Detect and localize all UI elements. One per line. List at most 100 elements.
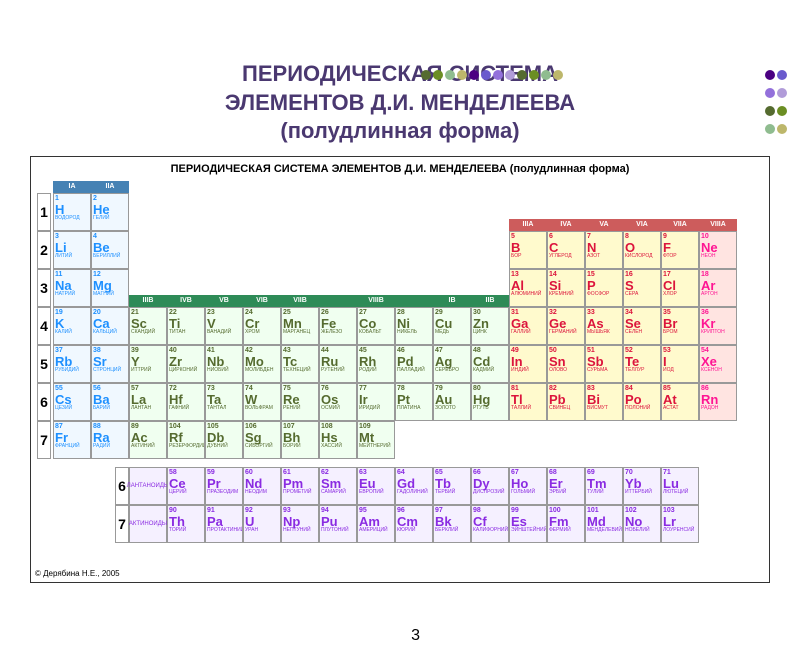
element-Cs: 55CsЦЕЗИЙ [53,383,91,421]
element-Li: 3LiЛИТИЙ [53,231,91,269]
element-Bk: 97BkБЕРКЛИЙ [433,505,471,543]
element-Md: 101MdМЕНДЕЛЕВИЙ [585,505,623,543]
element-Pm: 61PmПРОМЕТИЙ [281,467,319,505]
element-Cl: 17ClХЛОР [661,269,699,307]
element-He: 2HeГЕЛИЙ [91,193,129,231]
element-Cf: 98CfКАЛИФОРНИЙ [471,505,509,543]
group-label-IB: IB [433,295,471,307]
element-Ni: 28NiНИКЕЛЬ [395,307,433,345]
element-Ce: 58CeЦЕРИЙ [167,467,205,505]
element-Hs: 108HsХАССИЙ [319,421,357,459]
element-Se: 34SeСЕЛЕН [623,307,661,345]
element-Nb: 41NbНИОБИЙ [205,345,243,383]
group-label-viiib [395,295,433,307]
page-number: 3 [411,627,420,645]
element-Be: 4BeБЕРИЛЛИЙ [91,231,129,269]
element-Sr: 38SrСТРОНЦИЙ [91,345,129,383]
element-P: 15PФОСФОР [585,269,623,307]
title-line-3: (полудлинная форма) [0,117,800,146]
element-Ca: 20CaКАЛЬЦИЙ [91,307,129,345]
period-label-6: 6 [37,383,51,421]
period-label-1: 1 [37,193,51,231]
decorative-dots-right [764,68,792,140]
group-label-VIIIB: VIIIB [357,295,395,307]
element-C: 6CУГЛЕРОД [547,231,585,269]
element-Cr: 24CrХРОМ [243,307,281,345]
group-label-viiib [319,295,357,307]
element-Po: 84PoПОЛОНИЙ [623,383,661,421]
group-label-IIIA: IIIA [509,219,547,231]
element-K: 19KКАЛИЙ [53,307,91,345]
element-O: 8OКИСЛОРОД [623,231,661,269]
element-Gd: 64GdГАДОЛИНИЙ [395,467,433,505]
element-Am: 95AmАМЕРИЦИЙ [357,505,395,543]
element-Au: 79AuЗОЛОТО [433,383,471,421]
group-label-VIIB: VIIB [281,295,319,307]
period-label-7: 7 [37,421,51,459]
element-Al: 13AlАЛЮМИНИЙ [509,269,547,307]
group-label-IVA: IVA [547,219,585,231]
element-Ba: 56BaБАРИЙ [91,383,129,421]
element-Tc: 43TcТЕХНЕЦИЙ [281,345,319,383]
main-title: ПЕРИОДИЧЕСКАЯ СИСТЕМА ЭЛЕМЕНТОВ Д.И. МЕН… [0,60,800,146]
element-Sg: 106SgСИБОРГИЙ [243,421,281,459]
element-W: 74WВОЛЬФРАМ [243,383,281,421]
f-period-label-7: 7 [115,505,129,543]
element-U: 92UУРАН [243,505,281,543]
element-Tm: 69TmТУЛИЙ [585,467,623,505]
group-label-VIA: VIA [623,219,661,231]
element-Kr: 36KrКРИПТОН [699,307,737,345]
element-Eu: 63EuЕВРОПИЙ [357,467,395,505]
element-Cm: 96CmКЮРИЙ [395,505,433,543]
period-label-5: 5 [37,345,51,383]
f-block-label-1: АКТИНОИДЫ [129,505,167,543]
element-Yb: 70YbИТТЕРБИЙ [623,467,661,505]
group-label-IVB: IVB [167,295,205,307]
group-label-VIIA: VIIA [661,219,699,231]
element-Mg: 12MgМАГНИЙ [91,269,129,307]
f-block-label-0: ЛАНТАНОИДЫ [129,467,167,505]
element-No: 102NoНОБЕЛИЙ [623,505,661,543]
period-label-3: 3 [37,269,51,307]
element-Lu: 71LuЛЮТЕЦИЙ [661,467,699,505]
element-Ra: 88RaРАДИЙ [91,421,129,459]
element-Y: 39YИТТРИЙ [129,345,167,383]
element-Tb: 65TbТЕРБИЙ [433,467,471,505]
element-Sm: 62SmСАМАРИЙ [319,467,357,505]
group-label-IIB: IIB [471,295,509,307]
element-Br: 35BrБРОМ [661,307,699,345]
element-Er: 68ErЭРБИЙ [547,467,585,505]
element-Pu: 94PuПЛУТОНИЙ [319,505,357,543]
element-Sn: 50SnОЛОВО [547,345,585,383]
element-Np: 93NpНЕПТУНИЙ [281,505,319,543]
element-Ag: 47AgСЕРЕБРО [433,345,471,383]
element-Re: 75ReРЕНИЙ [281,383,319,421]
element-Cd: 48CdКАДМИЙ [471,345,509,383]
element-Mo: 42MoМОЛИБДЕН [243,345,281,383]
element-Fe: 26FeЖЕЛЕЗО [319,307,357,345]
element-Fm: 100FmФЕРМИЙ [547,505,585,543]
element-V: 23VВАНАДИЙ [205,307,243,345]
element-Ta: 73TaТАНТАЛ [205,383,243,421]
element-Th: 90ThТОРИЙ [167,505,205,543]
element-Hf: 72HfГАФНИЙ [167,383,205,421]
element-Tl: 81TlТАЛЛИЙ [509,383,547,421]
element-Pb: 82PbСВИНЕЦ [547,383,585,421]
group-label-IIA: IIA [91,181,129,193]
element-Zr: 40ZrЦИРКОНИЙ [167,345,205,383]
periodic-table-container: ПЕРИОДИЧЕСКАЯ СИСТЕМА ЭЛЕМЕНТОВ Д.И. МЕН… [30,156,770,583]
inner-title: ПЕРИОДИЧЕСКАЯ СИСТЕМА ЭЛЕМЕНТОВ Д.И. МЕН… [35,161,765,177]
element-Ne: 10NeНЕОН [699,231,737,269]
element-Co: 27CoКОБАЛЬТ [357,307,395,345]
element-Ac: 89AcАКТИНИЙ [129,421,167,459]
group-label-VIB: VIB [243,295,281,307]
group-label-VIIIA: VIIIA [699,219,737,231]
element-As: 33AsМЫШЬЯК [585,307,623,345]
element-Os: 76OsОСМИЙ [319,383,357,421]
element-Hg: 80HgРТУТЬ [471,383,509,421]
group-label-VA: VA [585,219,623,231]
element-Ar: 18ArАРГОН [699,269,737,307]
element-At: 85AtАСТАТ [661,383,699,421]
element-Db: 105DbДУБНИЙ [205,421,243,459]
element-Te: 52TeТЕЛЛУР [623,345,661,383]
